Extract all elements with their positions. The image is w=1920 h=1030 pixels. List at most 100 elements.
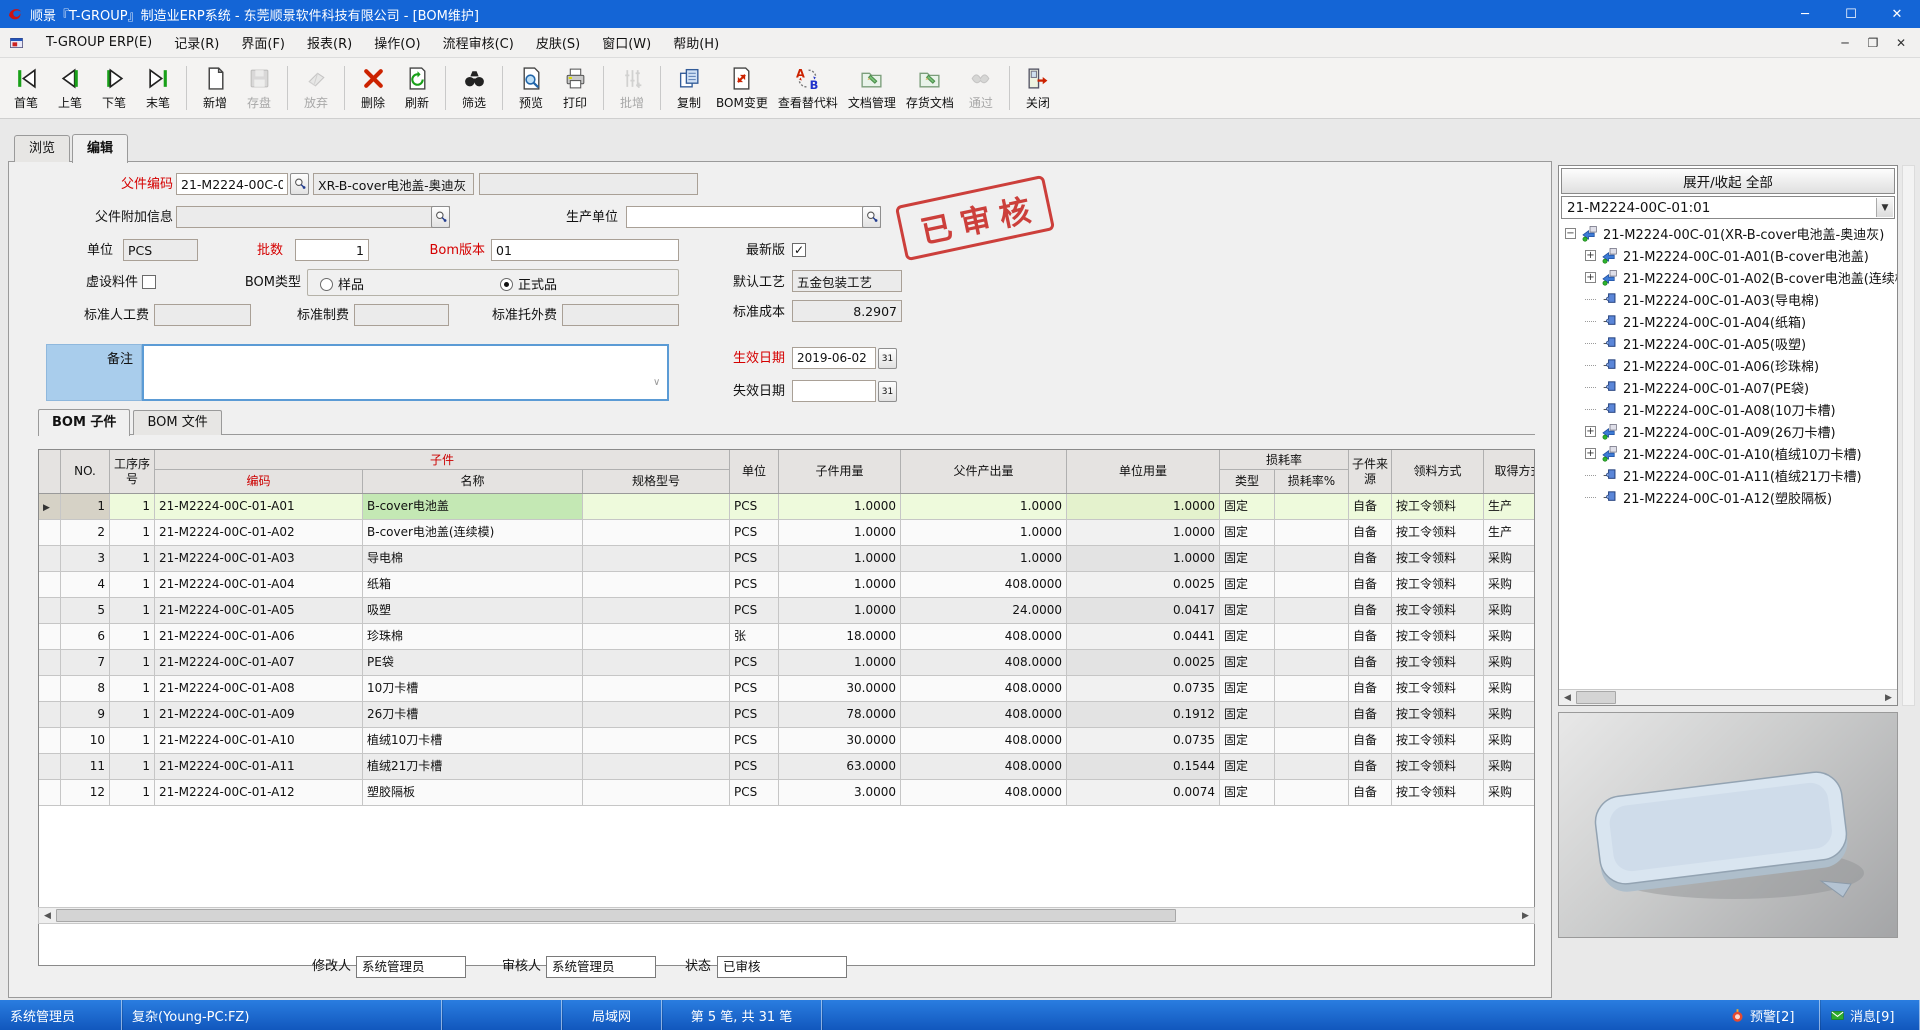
toolbar-button[interactable]: 放弃 (294, 60, 345, 116)
toolbar-button[interactable]: 下笔 (92, 60, 136, 116)
tab-browse[interactable]: 浏览 (14, 135, 71, 162)
expiry-date-input[interactable] (792, 380, 876, 402)
table-row[interactable]: 12 1 21-M2224-00C-01-A12 塑胶隔板 PCS 3.0000… (39, 780, 1534, 806)
toolbar-button[interactable]: 查看替代料 (773, 60, 843, 116)
scroll-left-arrow[interactable]: ◀ (1564, 692, 1571, 703)
toolbar-button[interactable]: 打印 (553, 60, 604, 116)
toolbar-button[interactable]: 刷新 (395, 60, 446, 116)
tab-edit[interactable]: 编辑 (72, 134, 129, 163)
menu-item[interactable]: T-GROUP ERP(E) (35, 31, 163, 54)
mdi-restore-button[interactable]: ❐ (1867, 36, 1879, 50)
table-row[interactable]: 3 1 21-M2224-00C-01-A03 导电棉 PCS 1.0000 1… (39, 546, 1534, 572)
prod-unit-input[interactable] (626, 206, 881, 228)
tree-node[interactable]: 21-M2224-00C-01-A11(植绒21刀卡槽) (1559, 464, 1897, 486)
statusbar-messages[interactable]: 消息[9] (1820, 1000, 1920, 1030)
tree-node[interactable]: 21-M2224-00C-01-A12(塑胶隔板) (1559, 486, 1897, 508)
tree-expand-toggle[interactable] (1565, 227, 1576, 239)
tab-bom-children[interactable]: BOM 子件 (38, 409, 131, 436)
table-row[interactable]: 11 1 21-M2224-00C-01-A11 植绒21刀卡槽 PCS 63.… (39, 754, 1534, 780)
menu-item[interactable]: 记录(R) (163, 29, 230, 56)
toolbar-button[interactable]: BOM变更 (711, 60, 773, 116)
parent-info-input[interactable] (176, 206, 450, 228)
tree-node[interactable]: 21-M2224-00C-01-A09(26刀卡槽) (1559, 420, 1897, 442)
mdi-minimize-button[interactable]: ─ (1841, 36, 1849, 50)
tree-expand-toggle[interactable] (1585, 364, 1596, 366)
expiry-date-calendar-button[interactable]: 31 (878, 381, 897, 402)
maximize-button[interactable]: ☐ (1845, 6, 1857, 22)
table-row[interactable]: 8 1 21-M2224-00C-01-A08 10刀卡槽 PCS 30.000… (39, 676, 1534, 702)
toolbar-button[interactable]: 新增 (193, 60, 237, 116)
toolbar-button[interactable]: 预览 (509, 60, 553, 116)
scroll-left-arrow[interactable]: ◀ (44, 910, 51, 921)
statusbar-alerts[interactable]: 预警[2] (1720, 1000, 1820, 1030)
tree-node[interactable]: 21-M2224-00C-01(XR-B-cover电池盖-奥迪灰) (1559, 222, 1897, 244)
toolbar-button[interactable]: 复制 (667, 60, 711, 116)
close-button[interactable]: ✕ (1891, 6, 1903, 22)
prod-unit-lookup-button[interactable] (862, 206, 881, 228)
latest-version-checkbox[interactable] (792, 243, 806, 257)
tree-node[interactable]: 21-M2224-00C-01-A02(B-cover电池盖(连续模) (1559, 266, 1897, 288)
tree-expand-toggle[interactable] (1585, 342, 1596, 344)
parent-info-lookup-button[interactable] (431, 206, 450, 228)
expand-collapse-all-button[interactable]: 展开/收起 全部 (1561, 168, 1895, 194)
tree-node[interactable]: 21-M2224-00C-01-A03(导电棉) (1559, 288, 1897, 310)
bom-version-input[interactable] (491, 239, 679, 261)
table-row[interactable]: 4 1 21-M2224-00C-01-A04 纸箱 PCS 1.0000 40… (39, 572, 1534, 598)
tree-expand-toggle[interactable] (1585, 271, 1596, 283)
tree-node[interactable]: 21-M2224-00C-01-A08(10刀卡槽) (1559, 398, 1897, 420)
tree-vertical-scrollbar[interactable] (1902, 165, 1915, 706)
menu-item[interactable]: 报表(R) (296, 29, 363, 56)
table-row[interactable]: 6 1 21-M2224-00C-01-A06 珍珠棉 张 18.0000 40… (39, 624, 1534, 650)
toolbar-button[interactable]: 存货文档 (901, 60, 959, 116)
tree-node[interactable]: 21-M2224-00C-01-A01(B-cover电池盖) (1559, 244, 1897, 266)
toolbar-button[interactable]: 首笔 (4, 60, 48, 116)
bom-selector-dropdown[interactable]: 21-M2224-00C-01:01 ▼ (1561, 196, 1895, 219)
table-horizontal-scrollbar[interactable]: ◀ ▶ (38, 907, 1535, 924)
tree-expand-toggle[interactable] (1585, 496, 1596, 498)
menu-item[interactable]: 流程审核(C) (432, 29, 525, 56)
tree-expand-toggle[interactable] (1585, 386, 1596, 388)
tree-node[interactable]: 21-M2224-00C-01-A04(纸箱) (1559, 310, 1897, 332)
toolbar-button[interactable]: 末笔 (136, 60, 187, 116)
menu-item[interactable]: 皮肤(S) (525, 29, 591, 56)
parent-code-input[interactable] (176, 173, 288, 195)
table-row[interactable]: 1 1 21-M2224-00C-01-A01 B-cover电池盖 PCS 1… (39, 494, 1534, 520)
parent-code-lookup-button[interactable] (290, 173, 309, 195)
batch-input[interactable] (295, 239, 369, 261)
toolbar-button[interactable]: 批增 (610, 60, 661, 116)
tree-node[interactable]: 21-M2224-00C-01-A07(PE袋) (1559, 376, 1897, 398)
effective-date-input[interactable] (792, 347, 876, 369)
scrollbar-thumb[interactable] (1576, 691, 1616, 704)
bom-type-sample-option[interactable]: 样品 (320, 274, 364, 293)
effective-date-calendar-button[interactable]: 31 (878, 348, 897, 369)
remark-scroll-arrow[interactable]: ∨ (653, 377, 661, 388)
tree-expand-toggle[interactable] (1585, 298, 1596, 300)
mdi-close-button[interactable]: ✕ (1895, 36, 1907, 50)
tree-expand-toggle[interactable] (1585, 408, 1596, 410)
toolbar-button[interactable]: 存盘 (237, 60, 288, 116)
bom-type-formal-option[interactable]: 正式品 (500, 274, 557, 293)
tree-node[interactable]: 21-M2224-00C-01-A05(吸塑) (1559, 332, 1897, 354)
minimize-button[interactable]: ─ (1801, 6, 1809, 22)
toolbar-button[interactable]: 上笔 (48, 60, 92, 116)
tab-bom-files[interactable]: BOM 文件 (133, 410, 222, 435)
tree-node[interactable]: 21-M2224-00C-01-A06(珍珠棉) (1559, 354, 1897, 376)
scroll-right-arrow[interactable]: ▶ (1522, 910, 1529, 921)
toolbar-button[interactable]: 关闭 (1016, 60, 1060, 116)
toolbar-button[interactable]: 筛选 (452, 60, 503, 116)
scroll-right-arrow[interactable]: ▶ (1885, 692, 1892, 703)
table-row[interactable]: 5 1 21-M2224-00C-01-A05 吸塑 PCS 1.0000 24… (39, 598, 1534, 624)
chevron-down-icon[interactable]: ▼ (1876, 198, 1893, 217)
tree-horizontal-scrollbar[interactable]: ◀ ▶ (1559, 689, 1897, 705)
toolbar-button[interactable]: 删除 (351, 60, 395, 116)
scrollbar-thumb[interactable] (56, 909, 1176, 922)
virtual-part-checkbox[interactable] (142, 275, 156, 289)
tree-expand-toggle[interactable] (1585, 447, 1596, 459)
tree-expand-toggle[interactable] (1585, 474, 1596, 476)
menu-item[interactable]: 窗口(W) (591, 29, 662, 56)
toolbar-button[interactable]: 文档管理 (843, 60, 901, 116)
tree-node[interactable]: 21-M2224-00C-01-A10(植绒10刀卡槽) (1559, 442, 1897, 464)
table-row[interactable]: 10 1 21-M2224-00C-01-A10 植绒10刀卡槽 PCS 30.… (39, 728, 1534, 754)
menu-item[interactable]: 操作(O) (363, 29, 431, 56)
table-row[interactable]: 9 1 21-M2224-00C-01-A09 26刀卡槽 PCS 78.000… (39, 702, 1534, 728)
